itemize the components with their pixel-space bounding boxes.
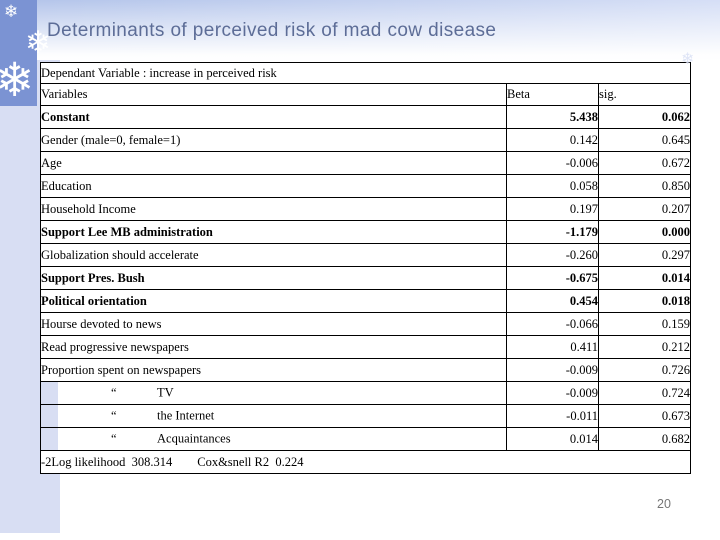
table-row: Support Pres. Bush -0.675 0.014 [40, 266, 692, 290]
beta-cell: -0.260 [506, 243, 599, 267]
beta-cell: 0.142 [506, 128, 599, 152]
variable-cell: Globalization should accelerate [40, 243, 507, 267]
variable-cell: Hourse devoted to news [40, 312, 507, 336]
header-gradient [0, 0, 720, 62]
sig-cell: 0.207 [597, 197, 692, 221]
variable-cell: Proportion spent on newspapers [40, 358, 507, 382]
variable-cell: Support Lee MB administration [40, 220, 507, 244]
variable-cell: Read progressive newspapers [40, 335, 507, 359]
table-row: Age -0.006 0.672 [40, 151, 692, 175]
beta-cell: -1.179 [506, 220, 599, 244]
table-row: “ the Internet -0.011 0.673 [40, 404, 692, 428]
table-row: Read progressive newspapers 0.411 0.212 [40, 335, 692, 359]
table-row: Constant 5.438 0.062 [40, 105, 692, 129]
beta-cell: -0.009 [506, 381, 599, 405]
beta-cell: 0.058 [506, 174, 599, 198]
indent-shade [41, 405, 58, 427]
variable-cell: Gender (male=0, female=1) [40, 128, 507, 152]
table-header-row: Variables Beta sig. [40, 83, 692, 106]
variable-cell: Household Income [40, 197, 507, 221]
sig-cell: 0.212 [597, 335, 692, 359]
ditto-quote: “ [111, 385, 117, 400]
beta-cell: 5.438 [506, 105, 599, 129]
sig-cell: 0.159 [597, 312, 692, 336]
table-row: Education 0.058 0.850 [40, 174, 692, 198]
col-header-sig: sig. [597, 83, 692, 106]
beta-cell: 0.411 [506, 335, 599, 359]
indent-shade [41, 382, 58, 404]
slide-title: Determinants of perceived risk of mad co… [47, 20, 497, 41]
indent-shade [41, 428, 58, 450]
table-caption-row: Dependant Variable : increase in perceiv… [39, 62, 692, 84]
col-header-variables: Variables [40, 83, 507, 106]
sig-cell: 0.682 [597, 427, 692, 451]
beta-cell: 0.014 [506, 427, 599, 451]
model-fit-cell: -2Log likelihood 308.314 Cox&snell R2 0.… [39, 450, 692, 474]
sig-cell: 0.726 [597, 358, 692, 382]
sig-cell: 0.724 [597, 381, 692, 405]
beta-cell: 0.454 [506, 289, 599, 313]
sig-cell: 0.000 [597, 220, 692, 244]
ditto-label: Acquaintances [157, 431, 231, 446]
ditto-label: the Internet [157, 408, 215, 423]
variable-cell: “ Acquaintances [40, 427, 507, 451]
sidebar-blue-band [0, 0, 37, 106]
table-row: Hourse devoted to news -0.066 0.159 [40, 312, 692, 336]
table-row: Support Lee MB administration -1.179 0.0… [40, 220, 692, 244]
page-number: 20 [657, 497, 671, 511]
table-row: “ TV -0.009 0.724 [40, 381, 692, 405]
regression-table: Dependant Variable : increase in perceiv… [39, 62, 692, 474]
table-row: Gender (male=0, female=1) 0.142 0.645 [40, 128, 692, 152]
ditto-quote: “ [111, 408, 117, 423]
sig-cell: 0.672 [597, 151, 692, 175]
beta-cell: -0.066 [506, 312, 599, 336]
variable-cell: Constant [40, 105, 507, 129]
sig-cell: 0.645 [597, 128, 692, 152]
table-row: Political orientation 0.454 0.018 [40, 289, 692, 313]
beta-cell: 0.197 [506, 197, 599, 221]
variable-cell: “ the Internet [40, 404, 507, 428]
sig-cell: 0.850 [597, 174, 692, 198]
variable-cell: Age [40, 151, 507, 175]
table-row: “ Acquaintances 0.014 0.682 [40, 427, 692, 451]
table-row: Proportion spent on newspapers -0.009 0.… [40, 358, 692, 382]
sig-cell: 0.062 [597, 105, 692, 129]
beta-cell: -0.009 [506, 358, 599, 382]
table-row: Globalization should accelerate -0.260 0… [40, 243, 692, 267]
beta-cell: -0.011 [506, 404, 599, 428]
sig-cell: 0.297 [597, 243, 692, 267]
variable-cell: “ TV [40, 381, 507, 405]
variable-cell: Education [40, 174, 507, 198]
variable-cell: Support Pres. Bush [40, 266, 507, 290]
table-footer-row: -2Log likelihood 308.314 Cox&snell R2 0.… [39, 450, 692, 474]
beta-cell: -0.006 [506, 151, 599, 175]
sig-cell: 0.673 [597, 404, 692, 428]
sig-cell: 0.014 [597, 266, 692, 290]
table-row: Household Income 0.197 0.207 [40, 197, 692, 221]
variable-cell: Political orientation [40, 289, 507, 313]
sig-cell: 0.018 [597, 289, 692, 313]
ditto-quote: “ [111, 431, 117, 446]
dependent-variable-cell: Dependant Variable : increase in perceiv… [39, 62, 692, 84]
ditto-label: TV [157, 385, 174, 400]
col-header-beta: Beta [506, 83, 599, 106]
beta-cell: -0.675 [506, 266, 599, 290]
